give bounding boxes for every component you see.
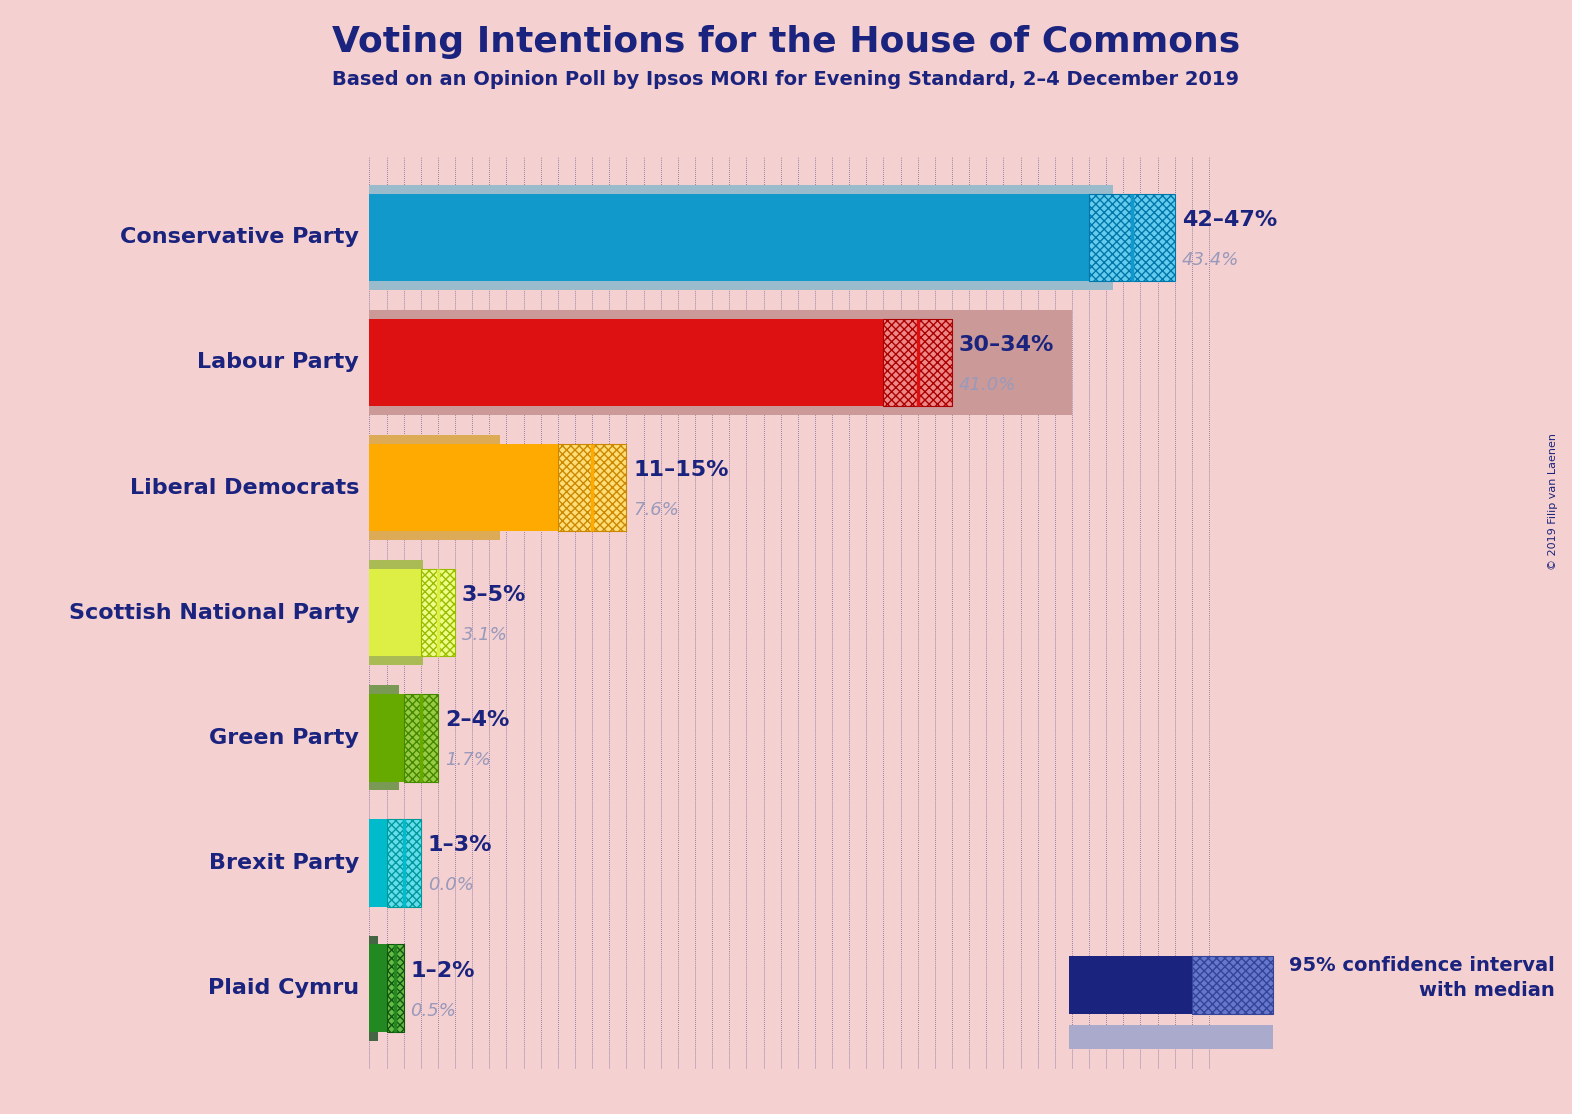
Text: 2–4%: 2–4% <box>445 711 509 731</box>
Bar <box>369 319 883 407</box>
Bar <box>369 185 1113 290</box>
Text: 3–5%: 3–5% <box>462 585 527 605</box>
Text: 95% confidence interval
with median: 95% confidence interval with median <box>1289 956 1555 1000</box>
Text: Scottish National Party: Scottish National Party <box>69 603 358 623</box>
Text: Brexit Party: Brexit Party <box>209 853 358 873</box>
Text: 7.6%: 7.6% <box>634 501 679 519</box>
Text: 30–34%: 30–34% <box>959 335 1055 355</box>
Bar <box>369 310 1072 416</box>
Text: 42–47%: 42–47% <box>1182 209 1276 229</box>
Text: 1–3%: 1–3% <box>428 836 492 856</box>
Text: Green Party: Green Party <box>209 727 358 747</box>
Bar <box>1089 194 1174 281</box>
Text: 43.4%: 43.4% <box>1182 251 1239 268</box>
Bar <box>369 569 421 656</box>
Text: Voting Intentions for the House of Commons: Voting Intentions for the House of Commo… <box>332 25 1240 59</box>
Bar <box>369 560 423 665</box>
Bar <box>369 945 387 1032</box>
Bar <box>369 936 377 1040</box>
Text: 11–15%: 11–15% <box>634 460 729 480</box>
Text: 1.7%: 1.7% <box>445 751 490 770</box>
Text: 1–2%: 1–2% <box>410 960 475 980</box>
Text: © 2019 Filip van Laenen: © 2019 Filip van Laenen <box>1548 433 1558 569</box>
Bar <box>387 819 421 907</box>
Text: 41.0%: 41.0% <box>959 375 1016 394</box>
Bar <box>421 569 456 656</box>
Bar <box>369 434 500 540</box>
Bar <box>387 945 404 1032</box>
Text: Based on an Opinion Poll by Ipsos MORI for Evening Standard, 2–4 December 2019: Based on an Opinion Poll by Ipsos MORI f… <box>333 70 1239 89</box>
Text: Last result: Last result <box>1124 1028 1218 1046</box>
Text: Conservative Party: Conservative Party <box>121 227 358 247</box>
Text: Plaid Cymru: Plaid Cymru <box>208 978 358 998</box>
Text: 3.1%: 3.1% <box>462 626 508 644</box>
Bar <box>369 443 558 531</box>
Bar <box>404 694 439 782</box>
Text: Liberal Democrats: Liberal Democrats <box>130 478 358 498</box>
Bar <box>558 443 626 531</box>
Bar <box>369 819 387 907</box>
Bar <box>369 194 1089 281</box>
Bar <box>369 694 404 782</box>
Bar <box>883 319 953 407</box>
Text: 0.0%: 0.0% <box>428 877 473 895</box>
Text: 0.5%: 0.5% <box>410 1001 456 1019</box>
Bar <box>369 685 399 791</box>
Text: Labour Party: Labour Party <box>198 352 358 372</box>
